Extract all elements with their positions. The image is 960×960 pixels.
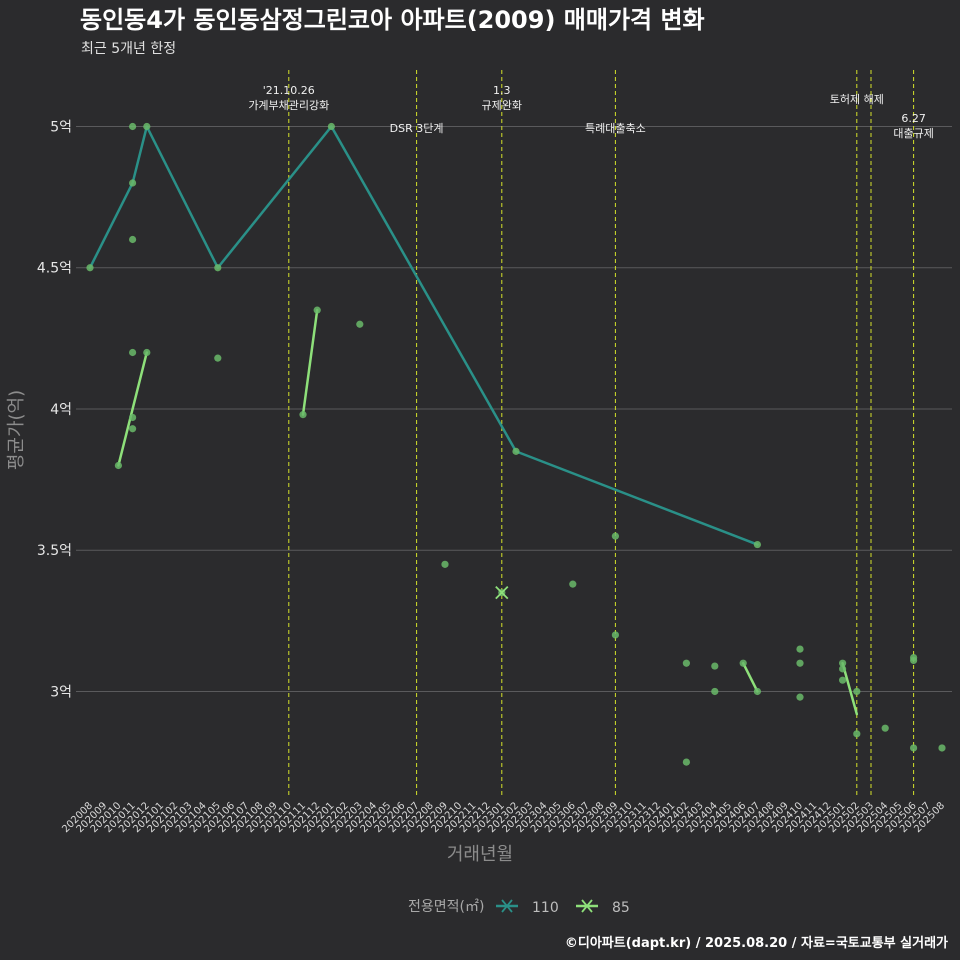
data-point <box>299 411 307 419</box>
event-label: 가계부채관리강화 <box>248 99 329 112</box>
data-point <box>143 348 151 357</box>
data-point <box>682 659 691 667</box>
event-label: 특례대출축소 <box>585 122 646 135</box>
data-point <box>611 532 620 540</box>
data-point <box>441 560 449 568</box>
x-axis-title: 거래년월 <box>447 844 513 865</box>
source-caption: ©디아파트(dapt.kr) / 2025.08.20 / 자료=국토교통부 실… <box>565 935 948 951</box>
y-axis-title: 평균가(억) <box>6 390 27 470</box>
event-label: DSR 3단계 <box>390 122 444 135</box>
y-tick-label: 3.5억 <box>37 543 72 559</box>
data-point <box>214 354 222 362</box>
data-point <box>129 348 137 357</box>
legend-label: 85 <box>612 900 630 916</box>
event-lines <box>288 70 915 796</box>
event-label: 6.27 <box>901 112 926 125</box>
legend: 전용면적(㎡) 110 85 <box>408 899 630 916</box>
data-point <box>86 264 94 272</box>
data-point <box>853 730 861 738</box>
y-tick-label: 5억 <box>50 119 72 135</box>
y-tick-label: 4억 <box>50 402 72 418</box>
data-point <box>129 235 137 244</box>
data-point <box>129 122 137 131</box>
legend-swatch-x <box>581 899 593 913</box>
data-point <box>853 687 861 696</box>
legend-label: 110 <box>532 900 559 916</box>
data-point <box>739 659 747 667</box>
data-point <box>839 665 847 673</box>
data-point <box>313 306 321 314</box>
series-line-85 <box>301 308 319 416</box>
data-point <box>356 320 364 328</box>
data-point <box>938 744 946 752</box>
cross-stroke <box>495 585 509 600</box>
data-point <box>796 645 804 653</box>
event-label: 1.3 <box>493 84 511 97</box>
cross-marker-85 <box>495 585 509 600</box>
data-point <box>910 656 918 665</box>
y-tick-label: 4.5억 <box>37 261 72 277</box>
event-label: 대출규제 <box>893 127 933 140</box>
series-lines <box>88 125 859 716</box>
data-point <box>114 461 122 470</box>
legend-title: 전용면적(㎡) <box>408 899 484 915</box>
series-line-110 <box>88 125 759 546</box>
event-label: 토허제 해제 <box>830 92 884 106</box>
legend-item-85: 85 <box>576 899 630 916</box>
data-point <box>711 687 719 696</box>
data-point <box>796 693 804 701</box>
chart-subtitle: 최근 5개년 한정 <box>81 41 176 57</box>
data-point <box>753 687 762 696</box>
y-axis-ticks: 3억 3.5억 4억 4.5억 5억 <box>37 119 72 700</box>
data-point <box>327 122 335 131</box>
series-line-85 <box>741 661 759 693</box>
data-point <box>839 659 847 667</box>
legend-swatch-x <box>501 899 513 913</box>
grid-lines <box>76 125 952 692</box>
data-point <box>129 413 137 422</box>
chart-title: 동인동4가 동인동삼정그린코아 아파트(2009) 매매가격 변화 <box>80 6 705 34</box>
event-label: 규제완화 <box>482 99 522 112</box>
data-point <box>682 758 691 766</box>
data-point <box>910 744 918 752</box>
data-point <box>753 540 762 549</box>
event-label: '21.10.26 <box>263 84 315 97</box>
data-point <box>611 631 620 639</box>
y-tick-label: 3억 <box>50 684 72 700</box>
data-points <box>86 122 946 766</box>
data-point <box>711 662 719 670</box>
data-point <box>569 580 577 588</box>
data-point <box>881 724 889 732</box>
data-point <box>214 264 222 272</box>
data-point <box>129 425 137 433</box>
data-point <box>796 659 804 667</box>
x-axis-ticks: 2020082020092020102020112020122021012021… <box>60 800 947 835</box>
data-point <box>839 676 847 684</box>
data-point <box>143 122 151 131</box>
data-point <box>129 179 137 187</box>
series-line-85 <box>841 661 859 716</box>
legend-item-110: 110 <box>496 899 559 916</box>
data-point <box>512 447 520 455</box>
series-line-85 <box>117 351 149 467</box>
